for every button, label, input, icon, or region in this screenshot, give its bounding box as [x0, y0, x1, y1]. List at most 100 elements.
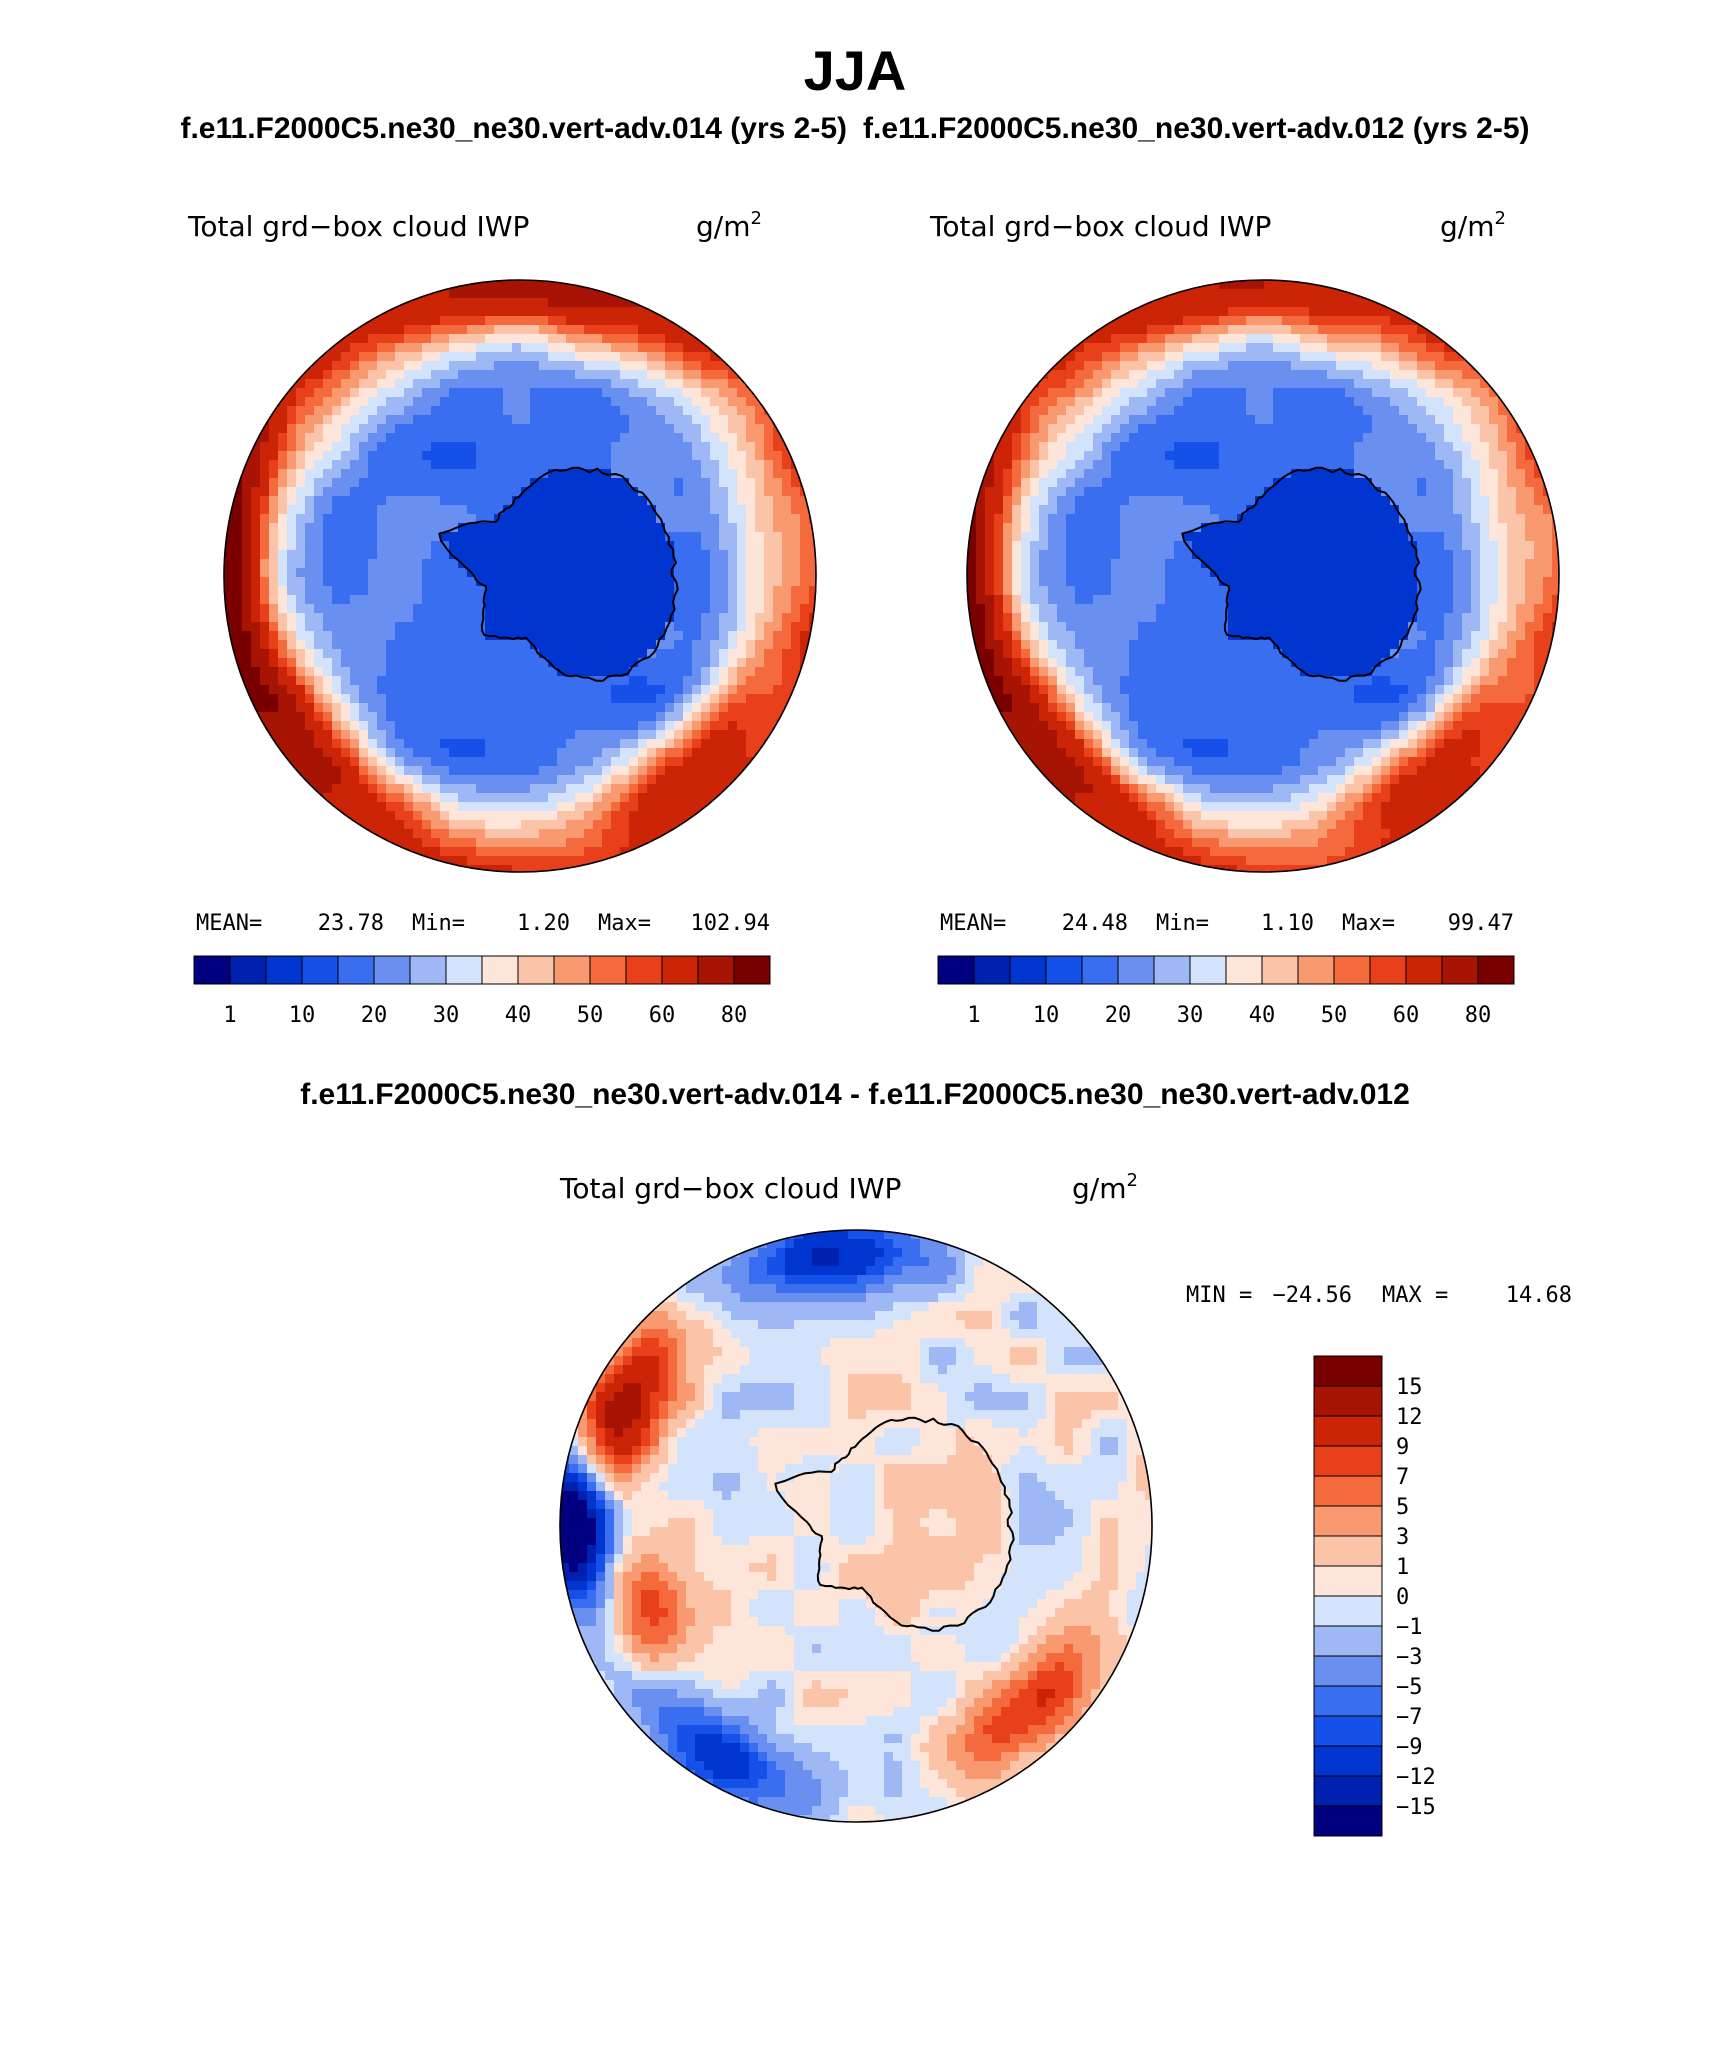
- panel-1-cell: [476, 838, 486, 848]
- panel-1-cell: [341, 694, 351, 704]
- panel-1-cell: [791, 442, 801, 452]
- panel-1-cell: [413, 577, 423, 587]
- panel-1-cell: [395, 406, 405, 416]
- panel-1-cell: [755, 568, 765, 578]
- panel-2-cell: [1471, 496, 1481, 506]
- panel-1-cell: [638, 586, 648, 596]
- panel-1-cell: [404, 793, 414, 803]
- panel-1-cell: [602, 811, 612, 821]
- panel-1-cell: [368, 694, 378, 704]
- panel-1-cell: [773, 658, 783, 668]
- panel-2-cell: [1435, 325, 1445, 335]
- panel-1-cell: [296, 703, 306, 713]
- panel-1-cell: [746, 487, 756, 497]
- panel-1-cell: [296, 748, 306, 758]
- panel-2-cell: [1453, 424, 1463, 434]
- panel-1-cell: [494, 397, 504, 407]
- panel-2-cell: [1192, 379, 1202, 389]
- panel-2-cell: [1120, 352, 1130, 362]
- panel-1-cell: [485, 811, 495, 821]
- panel-1-cell: [566, 460, 576, 470]
- panel-1-cell: [305, 613, 315, 623]
- panel-1-cell: [539, 379, 549, 389]
- panel-1-colorbar-box: [193, 955, 231, 985]
- panel-1-cell: [674, 415, 684, 425]
- panel-1-cell: [341, 649, 351, 659]
- panel-2-cell: [1300, 388, 1310, 398]
- panel-1-cell: [512, 604, 522, 614]
- panel-1-cell: [692, 802, 702, 812]
- panel-2-cell: [1336, 334, 1346, 344]
- panel-2-cell: [1129, 298, 1139, 308]
- panel-2-cell: [1255, 397, 1265, 407]
- panel-1-cell: [512, 658, 522, 668]
- panel-1-cell: [719, 541, 729, 551]
- panel-1-cell: [287, 676, 297, 686]
- panel-1-cell: [575, 739, 585, 749]
- panel-1-cell: [665, 352, 675, 362]
- panel-2-cell: [1363, 424, 1373, 434]
- panel-1-cell: [773, 613, 783, 623]
- panel-1-cell: [593, 334, 603, 344]
- panel-1-cell: [305, 712, 315, 722]
- panel-1-cell: [278, 424, 288, 434]
- panel-1-cell: [674, 595, 684, 605]
- panel-1-cell: [638, 316, 648, 326]
- panel-2-cell: [1111, 433, 1121, 443]
- panel-1-cell: [629, 514, 639, 524]
- panel-1-cell: [755, 388, 765, 398]
- panel-2-cell: [1165, 316, 1175, 326]
- panel-1-cell: [368, 316, 378, 326]
- panel-1-cell: [296, 460, 306, 470]
- panel-1-cell: [503, 775, 513, 785]
- panel-2-cell: [1462, 469, 1472, 479]
- panel-1-cell: [638, 811, 648, 821]
- panel-1-cell: [719, 442, 729, 452]
- panel-1-cell: [611, 829, 621, 839]
- panel-2-cell: [1444, 487, 1454, 497]
- panel-2-cell: [1237, 433, 1247, 443]
- panel-1-cell: [611, 388, 621, 398]
- panel-2-cell: [1102, 406, 1112, 416]
- panel-1-cell: [638, 766, 648, 776]
- panel-1-cell: [611, 595, 621, 605]
- panel-1-cell: [485, 865, 495, 872]
- panel-1-cell: [476, 820, 486, 830]
- panel-2-cell: [1237, 298, 1247, 308]
- panel-2-cell: [1480, 505, 1490, 515]
- panel-1-cell: [602, 793, 612, 803]
- panel-2-cell: [1102, 352, 1112, 362]
- panel-2-cell: [1300, 415, 1310, 425]
- panel-1-cell: [530, 775, 540, 785]
- panel-1-cell: [242, 586, 252, 596]
- panel-1-cell: [422, 595, 432, 605]
- panel-2-cell: [1507, 424, 1517, 434]
- panel-1-cell: [260, 667, 270, 677]
- panel-1-cell: [755, 514, 765, 524]
- panel-1-cell: [422, 847, 432, 857]
- panel-2-cell: [1435, 478, 1445, 488]
- panel-2-cell: [1201, 505, 1211, 515]
- panel-1-cell: [449, 865, 459, 872]
- panel-2-cell: [1444, 415, 1454, 425]
- panel-1-cell: [269, 622, 279, 632]
- panel-1-cell: [458, 622, 468, 632]
- panel-2-cell: [1156, 325, 1166, 335]
- panel-1-cell: [692, 739, 702, 749]
- panel-2-cell: [1336, 316, 1346, 326]
- panel-1-cell: [305, 568, 315, 578]
- panel-1-cell: [449, 460, 459, 470]
- panel-1-cell: [395, 604, 405, 614]
- panel-1-cell: [791, 595, 801, 605]
- panel-2-cell: [1246, 424, 1256, 434]
- panel-1-cell: [269, 595, 279, 605]
- panel-2-cell: [1156, 352, 1166, 362]
- panel-2-cell: [1498, 433, 1508, 443]
- panel-1-cell: [359, 469, 369, 479]
- panel-2-cell: [1138, 478, 1148, 488]
- panel-2-cell: [1165, 433, 1175, 443]
- panel-2-cell: [1147, 352, 1157, 362]
- panel-1-cell: [287, 685, 297, 695]
- panel-1-cell: [359, 622, 369, 632]
- panel-1-cell: [494, 370, 504, 380]
